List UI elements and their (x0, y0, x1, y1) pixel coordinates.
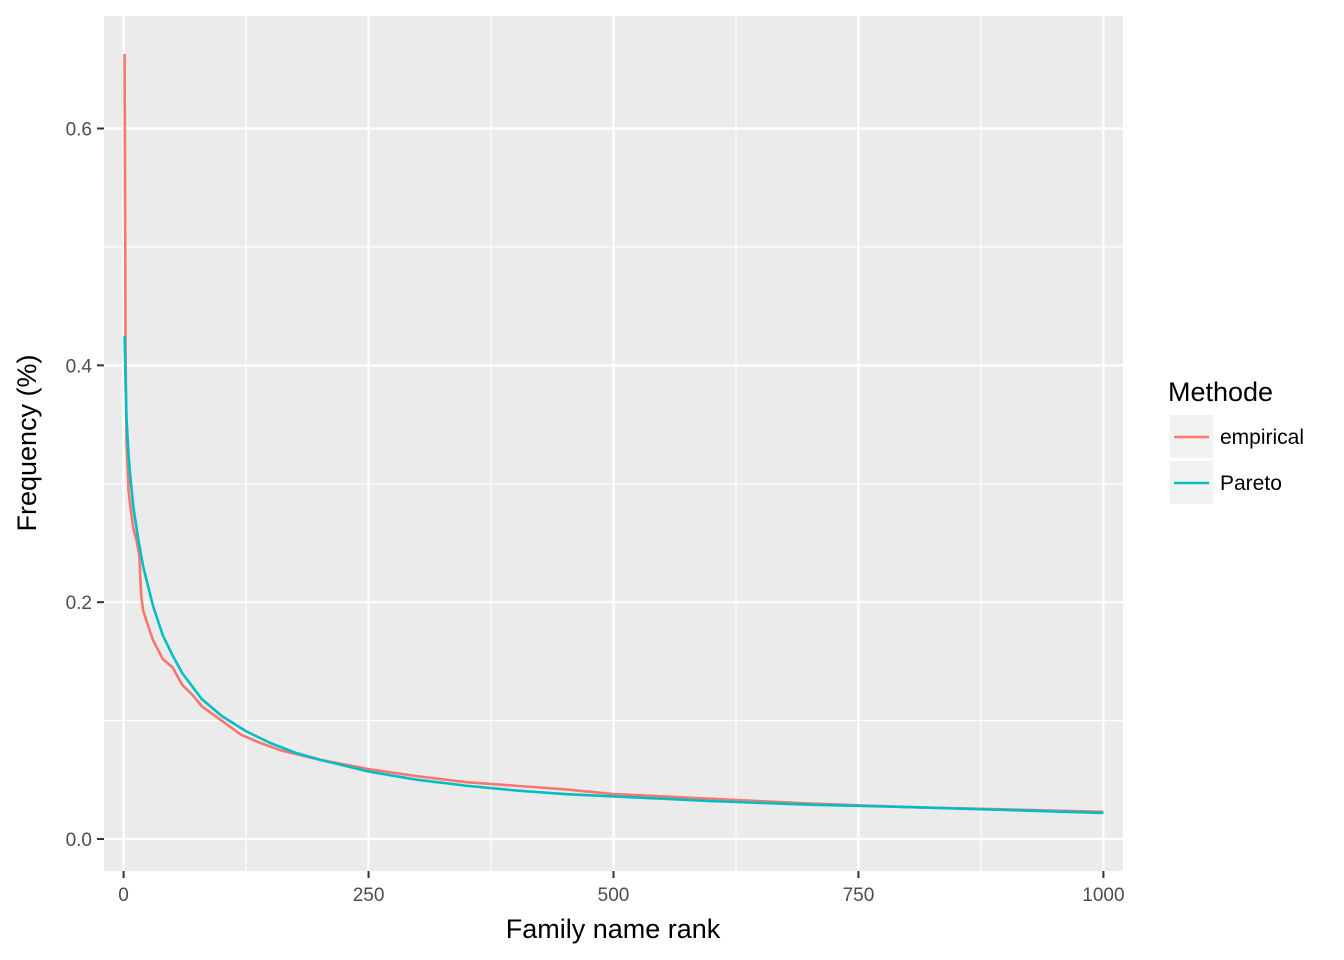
legend-item-pareto: Pareto (1170, 461, 1282, 504)
legend-label-empirical: empirical (1220, 426, 1304, 449)
x-axis-title: Family name rank (506, 914, 721, 944)
series-line-empirical (123, 53, 1104, 814)
x-tick-label: 750 (843, 885, 875, 906)
series-line-pareto (123, 335, 1104, 815)
major-gridlines (104, 16, 1123, 871)
legend-title: Methode (1168, 377, 1273, 407)
x-tick-label: 1000 (1082, 885, 1124, 906)
y-axis: 0.0 0.2 0.4 0.6 (66, 120, 104, 851)
legend-label-pareto: Pareto (1220, 472, 1282, 495)
series-layer (123, 53, 1104, 815)
y-tick-label: 0.2 (66, 593, 92, 614)
x-axis: 0 250 500 750 1000 (118, 871, 1125, 906)
x-tick-label: 250 (353, 885, 385, 906)
legend: Methode empirical Pareto (1168, 377, 1304, 504)
y-axis-title: Frequency (%) (12, 354, 42, 531)
x-tick-label: 500 (598, 885, 630, 906)
legend-item-empirical: empirical (1170, 415, 1304, 458)
y-tick-label: 0.4 (66, 356, 93, 377)
y-tick-label: 0.6 (66, 120, 92, 141)
x-tick-label: 0 (118, 885, 129, 906)
y-tick-label: 0.0 (66, 830, 92, 851)
